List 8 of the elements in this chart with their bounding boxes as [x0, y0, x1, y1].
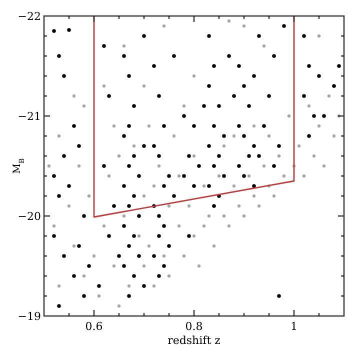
x-tick-label: 0.8	[185, 320, 203, 333]
x-tick-label: 0.6	[85, 320, 103, 333]
y-tick-label: −21	[18, 110, 41, 123]
y-tick-label: −19	[18, 310, 41, 323]
x-axis-title: redshift z	[168, 334, 221, 347]
x-tick-label: 1	[290, 320, 298, 333]
y-tick-label: −20	[18, 210, 41, 223]
y-tick-label: −22	[18, 10, 41, 23]
